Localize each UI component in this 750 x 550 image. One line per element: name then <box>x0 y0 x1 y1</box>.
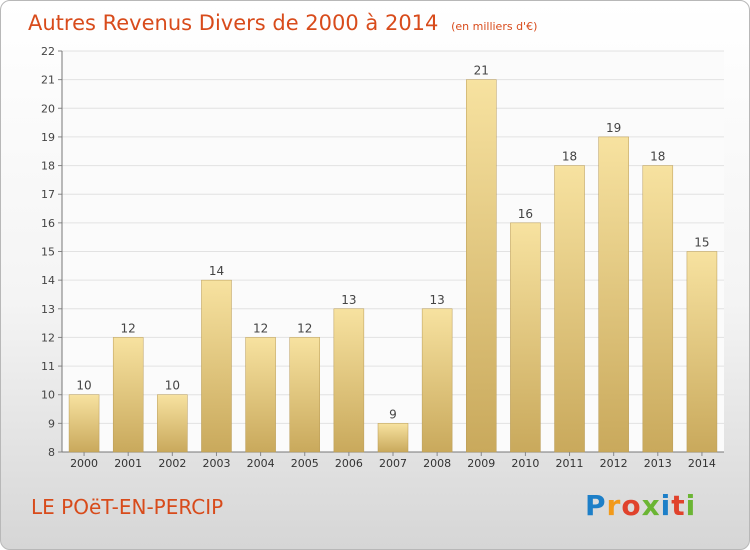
bar <box>377 423 409 453</box>
y-tick-label: 12 <box>41 331 55 344</box>
logo-letter: r <box>606 489 622 522</box>
x-tick-label: 2007 <box>379 457 407 470</box>
logo-letter: i <box>660 489 672 522</box>
bar <box>157 394 188 453</box>
x-tick-label: 2005 <box>291 457 319 470</box>
bar <box>201 279 232 453</box>
bar <box>510 222 541 453</box>
bar <box>245 337 276 453</box>
x-tick-label: 2002 <box>158 457 186 470</box>
bar <box>333 308 365 453</box>
bar-value-label: 18 <box>650 150 665 164</box>
bar <box>466 79 497 453</box>
bar-value-label: 12 <box>121 321 136 335</box>
bar-value-label: 21 <box>474 64 489 78</box>
x-tick-label: 2013 <box>644 457 672 470</box>
y-tick-label: 18 <box>41 160 55 173</box>
y-tick-label: 14 <box>41 274 55 287</box>
y-tick-label: 13 <box>41 303 55 316</box>
y-tick-label: 15 <box>41 246 55 259</box>
bar <box>686 251 718 453</box>
bar <box>421 308 453 453</box>
y-tick-label: 10 <box>41 389 55 402</box>
y-tick-label: 22 <box>41 45 55 58</box>
y-tick-label: 21 <box>41 74 55 87</box>
bar <box>598 136 629 453</box>
y-tick-label: 19 <box>41 131 55 144</box>
bar-value-label: 12 <box>253 321 268 335</box>
bar <box>642 165 674 453</box>
x-tick-label: 2003 <box>202 457 230 470</box>
bar-value-label: 15 <box>694 236 709 250</box>
bar-value-label: 12 <box>297 321 312 335</box>
bar-value-label: 13 <box>429 293 444 307</box>
x-tick-label: 2010 <box>511 457 539 470</box>
logo-letter: i <box>685 489 697 522</box>
x-tick-label: 2011 <box>556 457 584 470</box>
x-tick-label: 2012 <box>600 457 628 470</box>
bar-value-label: 10 <box>165 379 180 393</box>
bar <box>112 337 144 453</box>
x-tick-label: 2014 <box>688 457 716 470</box>
bar-value-label: 16 <box>518 207 533 221</box>
bar-value-label: 10 <box>76 379 91 393</box>
bar <box>68 394 100 453</box>
chart-subtitle: (en milliers d'€) <box>451 20 538 33</box>
bar <box>554 165 585 453</box>
x-tick-label: 2004 <box>247 457 275 470</box>
bar-value-label: 18 <box>562 150 577 164</box>
y-tick-label: 8 <box>48 446 55 459</box>
commune-name: LE POëT-EN-PERCIP <box>31 495 224 519</box>
bar-value-label: 19 <box>606 121 621 135</box>
y-tick-label: 11 <box>41 360 55 373</box>
bar <box>289 337 320 453</box>
logo-letter: x <box>641 489 661 522</box>
y-tick-label: 17 <box>41 188 55 201</box>
bar-value-label: 14 <box>209 264 224 278</box>
x-tick-label: 2006 <box>335 457 363 470</box>
logo-letter: o <box>621 489 642 522</box>
logo-letter: P <box>585 489 607 522</box>
y-tick-label: 9 <box>48 417 55 430</box>
x-tick-label: 2009 <box>467 457 495 470</box>
bar-value-label: 9 <box>389 407 397 421</box>
proxiti-logo: Proxiti <box>585 489 696 522</box>
x-tick-label: 2000 <box>70 457 98 470</box>
logo-letter: t <box>671 489 686 522</box>
y-tick-label: 16 <box>41 217 55 230</box>
chart-title-text: Autres Revenus Divers de 2000 à 2014 <box>28 11 439 35</box>
x-tick-label: 2008 <box>423 457 451 470</box>
bar-value-label: 13 <box>341 293 356 307</box>
x-tick-label: 2001 <box>114 457 142 470</box>
y-tick-label: 20 <box>41 102 55 115</box>
chart-title: Autres Revenus Divers de 2000 à 2014 (en… <box>28 11 537 35</box>
